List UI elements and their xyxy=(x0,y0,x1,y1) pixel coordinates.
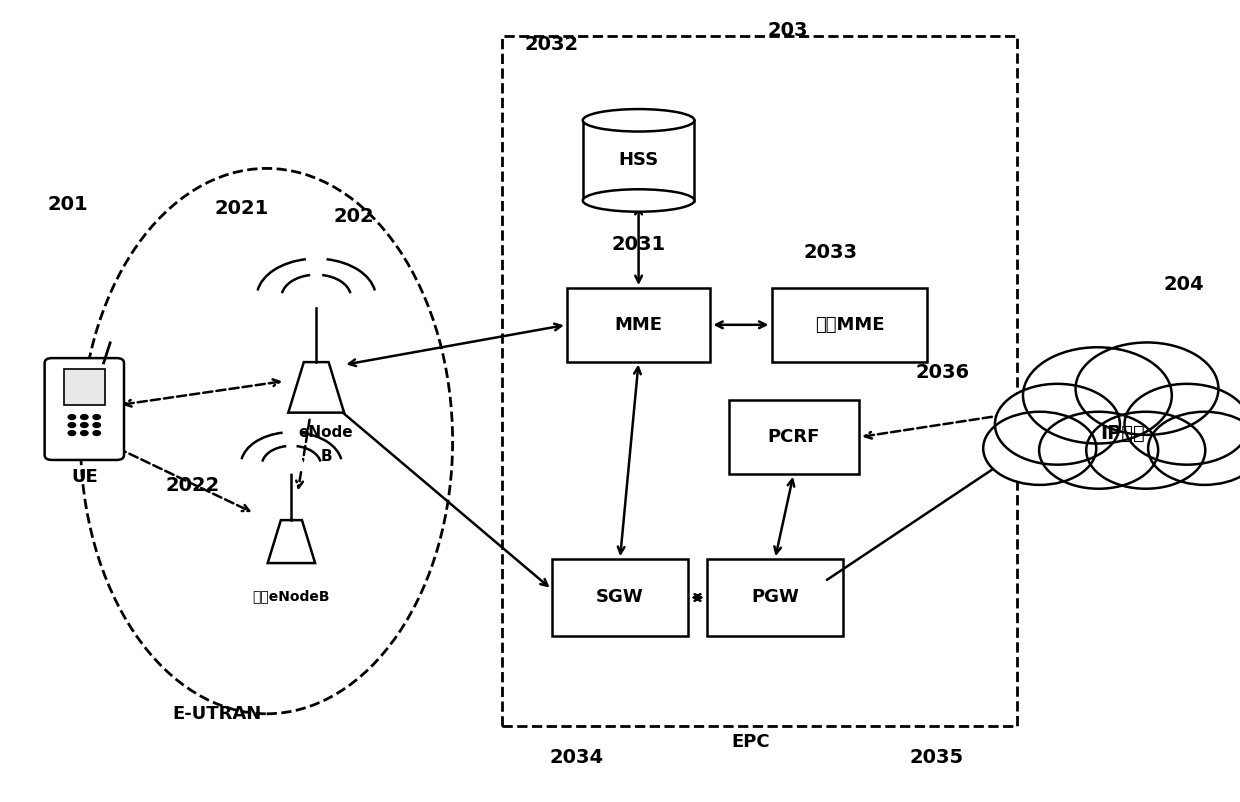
Text: 204: 204 xyxy=(1164,275,1204,294)
FancyBboxPatch shape xyxy=(552,560,688,635)
Text: 2021: 2021 xyxy=(215,199,269,218)
Circle shape xyxy=(303,288,330,306)
FancyBboxPatch shape xyxy=(45,358,124,460)
Text: 其它eNodeB: 其它eNodeB xyxy=(253,589,330,603)
Text: IP业务: IP业务 xyxy=(1100,424,1145,444)
Text: 2022: 2022 xyxy=(165,476,219,495)
Circle shape xyxy=(280,457,303,472)
Text: 2032: 2032 xyxy=(525,34,579,54)
Bar xyxy=(583,120,694,200)
Polygon shape xyxy=(288,363,345,412)
Circle shape xyxy=(1086,411,1205,488)
Text: 201: 201 xyxy=(48,195,88,214)
Circle shape xyxy=(68,415,76,419)
Ellipse shape xyxy=(583,189,694,212)
Circle shape xyxy=(994,384,1120,464)
FancyBboxPatch shape xyxy=(64,369,104,405)
Text: 2031: 2031 xyxy=(611,235,666,254)
Text: PGW: PGW xyxy=(751,589,799,606)
Text: UE: UE xyxy=(71,468,98,485)
Text: 203: 203 xyxy=(768,21,807,40)
Circle shape xyxy=(93,431,100,435)
Circle shape xyxy=(81,431,88,435)
Text: 202: 202 xyxy=(334,207,373,226)
FancyBboxPatch shape xyxy=(729,400,858,474)
Polygon shape xyxy=(268,520,315,563)
Circle shape xyxy=(983,411,1096,485)
Circle shape xyxy=(68,431,76,435)
Circle shape xyxy=(1075,342,1219,435)
FancyBboxPatch shape xyxy=(707,560,843,635)
Text: 2034: 2034 xyxy=(549,748,604,768)
Circle shape xyxy=(1125,384,1240,464)
Circle shape xyxy=(93,423,100,427)
Text: EPC: EPC xyxy=(730,733,770,751)
Text: SGW: SGW xyxy=(596,589,644,606)
Circle shape xyxy=(81,423,88,427)
Text: HSS: HSS xyxy=(619,152,658,169)
Text: 2035: 2035 xyxy=(909,748,963,768)
Circle shape xyxy=(81,415,88,419)
Circle shape xyxy=(1023,347,1172,444)
Text: eNode: eNode xyxy=(299,425,353,440)
Text: B: B xyxy=(320,449,332,464)
Text: MME: MME xyxy=(615,316,662,334)
Text: E-UTRAN: E-UTRAN xyxy=(172,705,262,723)
Circle shape xyxy=(1148,411,1240,485)
FancyBboxPatch shape xyxy=(771,288,928,362)
Circle shape xyxy=(68,423,76,427)
Ellipse shape xyxy=(583,109,694,132)
Text: 2036: 2036 xyxy=(915,363,970,383)
Text: 其它MME: 其它MME xyxy=(815,316,884,334)
FancyBboxPatch shape xyxy=(568,288,709,362)
Circle shape xyxy=(93,415,100,419)
Text: 2033: 2033 xyxy=(804,243,858,262)
Text: PCRF: PCRF xyxy=(768,428,820,446)
Circle shape xyxy=(1039,411,1158,488)
